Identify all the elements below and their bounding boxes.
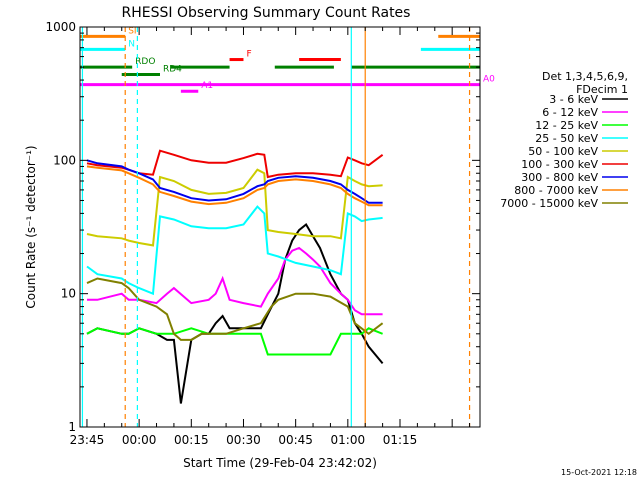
series-line-3 [86, 205, 383, 296]
y-tick-label-2: 100 [53, 153, 76, 167]
state-bar-label-1: N [128, 39, 135, 49]
legend-label-7: 800 - 7000 keV [514, 184, 598, 197]
legend-label-5: 100 - 300 keV [521, 158, 598, 171]
state-bar-label-5: A0 [483, 75, 495, 85]
series-line-1 [87, 246, 383, 316]
state-bar-label-2: F [246, 50, 251, 60]
y-tick-label-0: 1 [68, 420, 76, 434]
chart-title: RHESSI Observing Summary Count Rates [122, 5, 411, 21]
x-tick-label-3: 00:30 [226, 433, 261, 447]
y-tick-label-3: 1000 [45, 20, 76, 34]
series-line-2 [86, 327, 383, 356]
x-tick-label-1: 00:00 [122, 433, 157, 447]
x-tick-label-2: 00:15 [174, 433, 209, 447]
state-bar-layer: SI N F RDO RD4 A0 A1 [80, 26, 495, 93]
series-line-0 [86, 222, 384, 404]
legend-label-6: 300 - 800 keV [521, 171, 598, 184]
state-bar-label-4: RD4 [163, 65, 182, 75]
legend-label-2: 12 - 25 keV [535, 119, 598, 132]
state-bar-label-0: SI [128, 26, 136, 36]
legend-label-0: 3 - 6 keV [549, 93, 598, 106]
y-tick-label-1: 10 [61, 287, 76, 301]
series-line-7 [86, 165, 383, 207]
plot-frame [79, 26, 481, 428]
axis-layer: 23:45 00:00 00:15 00:30 00:45 01:00 01:15 1 10 10… [45, 20, 480, 447]
state-bar-label-6: A1 [201, 81, 213, 91]
x-tick-label-6: 01:15 [383, 433, 418, 447]
legend-label-8: 7000 - 15000 keV [500, 197, 598, 210]
state-bar-label-3: RDO [135, 57, 155, 67]
timestamp: 15-Oct-2021 12:18 [561, 468, 637, 477]
legend-label-1: 6 - 12 keV [542, 106, 598, 119]
legend-label-3: 25 - 50 keV [535, 132, 598, 145]
legend-label-4: 50 - 100 keV [528, 145, 598, 158]
legend-header-1: FDecim 1 [576, 83, 628, 96]
legend-header-0: Det 1,3,4,5,6,9, [542, 70, 628, 83]
x-tick-label-5: 01:00 [331, 433, 366, 447]
series-line-6 [86, 159, 383, 204]
series-line-4 [86, 168, 383, 247]
x-tick-label-4: 00:45 [278, 433, 313, 447]
x-axis-label: Start Time (29-Feb-04 23:42:02) [183, 456, 377, 470]
y-axis-label: Count Rate (s⁻¹ detector⁻¹) [24, 145, 38, 308]
x-tick-label-0: 23:45 [70, 433, 105, 447]
vline-layer [81, 27, 471, 427]
